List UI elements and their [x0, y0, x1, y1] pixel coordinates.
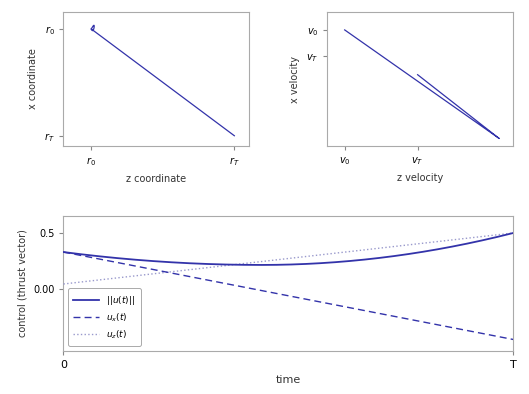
Y-axis label: control (thrust vector): control (thrust vector): [17, 229, 28, 337]
X-axis label: z coordinate: z coordinate: [126, 174, 186, 184]
Y-axis label: x coordinate: x coordinate: [29, 48, 38, 110]
X-axis label: time: time: [276, 375, 301, 385]
Y-axis label: x velocity: x velocity: [290, 56, 300, 102]
X-axis label: z velocity: z velocity: [397, 173, 443, 183]
Legend: $||u(t)||$, $u_x(t)$, $u_z(t)$: $||u(t)||$, $u_x(t)$, $u_z(t)$: [68, 288, 141, 346]
